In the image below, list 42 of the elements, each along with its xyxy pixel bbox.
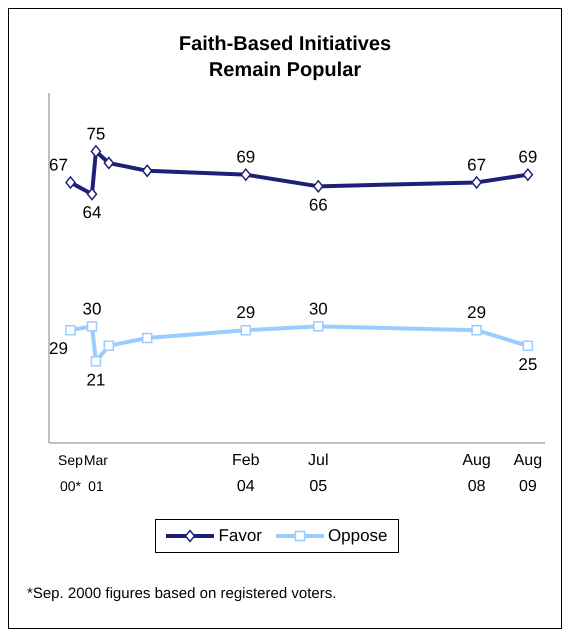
- legend-label: Oppose: [326, 526, 388, 546]
- data-label: 21: [86, 370, 106, 390]
- data-label: 29: [236, 303, 256, 322]
- x-tick-label: Aug 09: [514, 452, 542, 495]
- data-label: 75: [86, 124, 106, 144]
- data-label: 29: [467, 303, 486, 322]
- point: [142, 332, 152, 344]
- data-label: 66: [308, 195, 328, 214]
- x-tick-label: Sep 00*: [58, 452, 84, 494]
- data-label: 67: [467, 155, 486, 174]
- point: [142, 164, 152, 178]
- point: [240, 168, 252, 181]
- data-label: 69: [518, 148, 538, 167]
- x-tick-label: Jul 05: [308, 452, 329, 495]
- data-label: 67: [49, 155, 68, 174]
- data-label: 25: [518, 354, 538, 374]
- data-label: 29: [49, 339, 68, 358]
- point: [471, 176, 482, 189]
- point: [90, 145, 102, 158]
- x-tick-label: Feb 04: [232, 452, 260, 495]
- point: [522, 168, 534, 181]
- point: [104, 156, 114, 170]
- point: [240, 324, 252, 336]
- chart-title: Faith-Based Initiatives Remain Popular: [178, 32, 392, 83]
- data-label: 30: [308, 299, 328, 318]
- point: [65, 324, 76, 336]
- legend-label: Favor: [217, 526, 262, 546]
- point: [313, 180, 324, 193]
- point: [86, 321, 98, 332]
- point: [313, 321, 324, 332]
- point: [65, 176, 76, 189]
- data-label: 30: [82, 299, 102, 318]
- point: [86, 188, 98, 200]
- point: [104, 340, 114, 352]
- point: [522, 340, 534, 352]
- x-tick-label: Aug 08: [462, 452, 491, 495]
- x-tick-label: Mar 01: [84, 452, 108, 494]
- point: [471, 324, 482, 336]
- text: *Sep. 2000 figures based on registered voters.: [27, 585, 336, 602]
- data-label: 69: [236, 148, 256, 167]
- point: [90, 356, 102, 367]
- data-label: 64: [82, 203, 102, 222]
